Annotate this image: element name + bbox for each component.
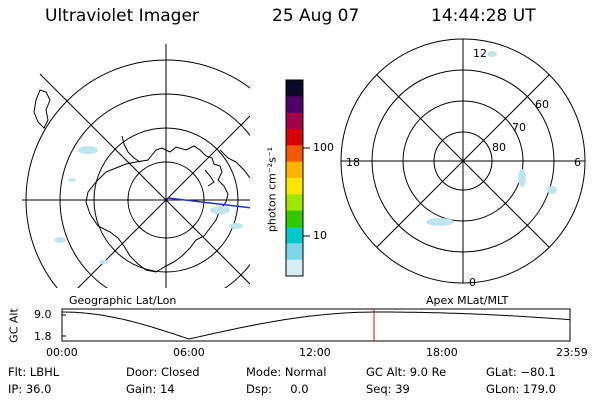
mlt-label-0: 0 [469,276,476,289]
colorbar-band [286,161,303,179]
mlat-label-80: 80 [492,141,506,154]
mlt-label-12: 12 [473,47,487,60]
status-dsp: Dsp: 0.0 [246,382,309,396]
altitude-xtick-2359: 23:59 [556,346,588,359]
header-date: 25 Aug 07 [272,6,360,26]
geo-lon-line [77,199,167,288]
antarctic-peninsula [121,135,141,163]
header-title: Ultraviolet Imager [45,6,199,26]
altitude-curve [62,311,571,340]
colorbar-band [286,259,303,277]
altitude-xtick-0: 00:00 [46,346,78,359]
apex-polar-plot [340,38,586,284]
status-mode: Mode: Normal [246,365,327,379]
coast-fragment [204,169,215,187]
mag-aurora-speckles [426,51,557,226]
colorbar-band [286,96,303,114]
colorbar-band [286,210,303,228]
status-glat: GLat: −80.1 [486,365,556,379]
geo-lon-line [165,115,250,201]
colorbar [285,79,304,277]
south-america-tip [33,89,51,129]
colorbar-band [286,227,303,244]
mlat-label-70: 70 [512,121,526,134]
mag-map-caption: Apex MLat/MLT [426,294,509,307]
altitude-ytick-1_8: 1.8 [34,330,52,343]
colorbar-band [286,129,303,146]
mlt-label-6: 6 [574,156,581,169]
mlt-label-18: 18 [346,156,360,169]
altitude-ytick-9: 9.0 [34,308,52,321]
status-door: Door: Closed [126,365,200,379]
geo-lon-line [165,199,250,285]
header-time: 14:44:28 UT [431,6,536,26]
coast-fragment [219,149,250,179]
colorbar-band [286,194,303,212]
altitude-xtick-12: 12:00 [299,346,331,359]
geographic-map [22,44,250,288]
colorbar-band [286,243,303,261]
status-flt: Flt: LBHL [8,365,60,379]
status-gain: Gain: 14 [126,382,175,396]
mlat-label-60: 60 [535,98,549,111]
geo-lon-line [39,73,167,201]
colorbar-band [286,112,303,130]
altitude-axis-label: GC Alt [7,308,21,343]
status-gc-alt: GC Alt: 9.0 Re [366,365,447,379]
altitude-xtick-6: 06:00 [173,346,205,359]
altitude-plot-frame [61,308,571,342]
status-ip: IP: 36.0 [8,382,52,396]
altitude-plot [61,308,571,342]
satellite-track [167,197,250,209]
status-glon: GLon: 179.0 [486,382,556,396]
colorbar-frame [285,79,304,277]
colorbar-tick-10: 10 [313,229,327,242]
mlt-line [376,74,550,248]
aurora-speckles [54,146,243,264]
colorbar-tick-100: 100 [313,141,334,154]
status-seq: Seq: 39 [366,382,410,396]
colorbar-band [286,80,303,97]
colorbar-band [286,145,303,163]
antarctica-coastline [85,145,229,273]
altitude-xtick-18: 18:00 [426,346,458,359]
colorbar-band [286,178,303,195]
geo-map-caption: Geographic Lat/Lon [69,294,177,307]
colorbar-unit-label: photon cm⁻²s⁻¹ [265,146,279,233]
